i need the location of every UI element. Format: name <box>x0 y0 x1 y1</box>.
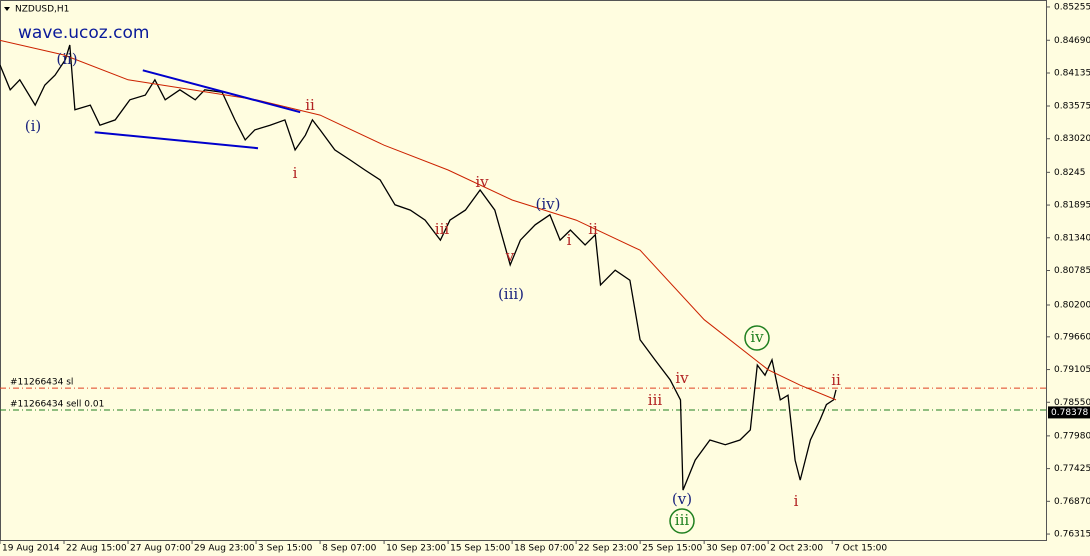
wave-label: ii <box>305 96 315 114</box>
wave-label: (iii) <box>498 285 524 303</box>
wave-circle <box>669 508 695 534</box>
menu-arrow[interactable] <box>4 7 10 11</box>
y-tick-label: 0.79660 <box>1054 332 1090 342</box>
chart-title: NZDUSD,H1 <box>15 5 69 15</box>
wave-label: iv <box>750 328 764 346</box>
wave-label: v <box>505 247 515 265</box>
x-tick-label: 27 Aug 07:00 <box>130 544 191 554</box>
wave-label: iv <box>475 173 489 191</box>
x-tick-label: 30 Sep 07:00 <box>706 544 766 554</box>
y-tick-label: 0.83020 <box>1054 134 1090 144</box>
wave-label: (iv) <box>536 195 561 213</box>
x-tick-label: 7 Oct 15:00 <box>834 544 887 554</box>
y-tick-label: 0.8245 <box>1054 168 1086 178</box>
y-tick-label: 0.77980 <box>1054 431 1090 441</box>
order-label: #11266434 sell 0.01 <box>10 399 104 409</box>
wave-label: ii <box>588 220 598 238</box>
watermark: wave.ucoz.com <box>18 23 149 43</box>
price-line <box>0 44 837 491</box>
wave-label: iii <box>648 391 663 409</box>
y-tick-label: 0.84690 <box>1054 36 1090 46</box>
x-tick-label: 19 Aug 2014 <box>2 544 60 554</box>
price-line <box>0 39 837 401</box>
wave-label: iii <box>435 220 450 238</box>
x-tick-label: 15 Sep 15:00 <box>450 544 510 554</box>
y-tick-label: 0.84135 <box>1054 68 1090 78</box>
x-tick-label: 25 Sep 15:00 <box>642 544 702 554</box>
trendline <box>94 131 259 150</box>
x-tick-label: 22 Aug 15:00 <box>66 544 127 554</box>
x-tick-label: 18 Sep 07:00 <box>514 544 574 554</box>
x-tick-label: 8 Sep 07:00 <box>322 544 377 554</box>
x-tick-label: 22 Sep 23:00 <box>578 544 638 554</box>
wave-circle <box>744 325 770 351</box>
y-tick-label: 0.79105 <box>1054 365 1090 375</box>
price-tag <box>1048 406 1090 419</box>
y-tick-label: 0.85255 <box>1054 2 1090 12</box>
wave-label: ii <box>831 371 841 389</box>
x-tick-label: 3 Sep 15:00 <box>258 544 313 554</box>
trendline <box>142 69 301 114</box>
price-tag-label: 0.78378 <box>1051 408 1088 418</box>
y-tick-label: 0.78550 <box>1054 398 1090 408</box>
wave-label: iii <box>675 511 690 529</box>
wave-label: i <box>794 492 799 510</box>
order-label: #11266434 sl <box>10 378 73 388</box>
x-tick-label: 29 Aug 23:00 <box>194 544 255 554</box>
x-tick-label: 10 Sep 23:00 <box>386 544 446 554</box>
y-tick-label: 0.76870 <box>1054 497 1090 507</box>
y-tick-label: 0.80200 <box>1054 300 1090 310</box>
wave-label: (i) <box>25 117 42 135</box>
wave-label: i <box>567 231 572 249</box>
wave-label: (v) <box>672 490 692 508</box>
wave-label: i <box>293 164 298 182</box>
wave-label: (ii) <box>56 50 77 68</box>
y-tick-label: 0.81895 <box>1054 201 1090 211</box>
wave-label: iv <box>675 369 689 387</box>
y-tick-label: 0.81340 <box>1054 233 1090 243</box>
y-tick-label: 0.76315 <box>1054 530 1090 540</box>
x-tick-label: 2 Oct 23:00 <box>770 544 823 554</box>
y-tick-label: 0.77425 <box>1054 464 1090 474</box>
y-tick-label: 0.83575 <box>1054 102 1090 112</box>
y-tick-label: 0.80785 <box>1054 266 1090 276</box>
